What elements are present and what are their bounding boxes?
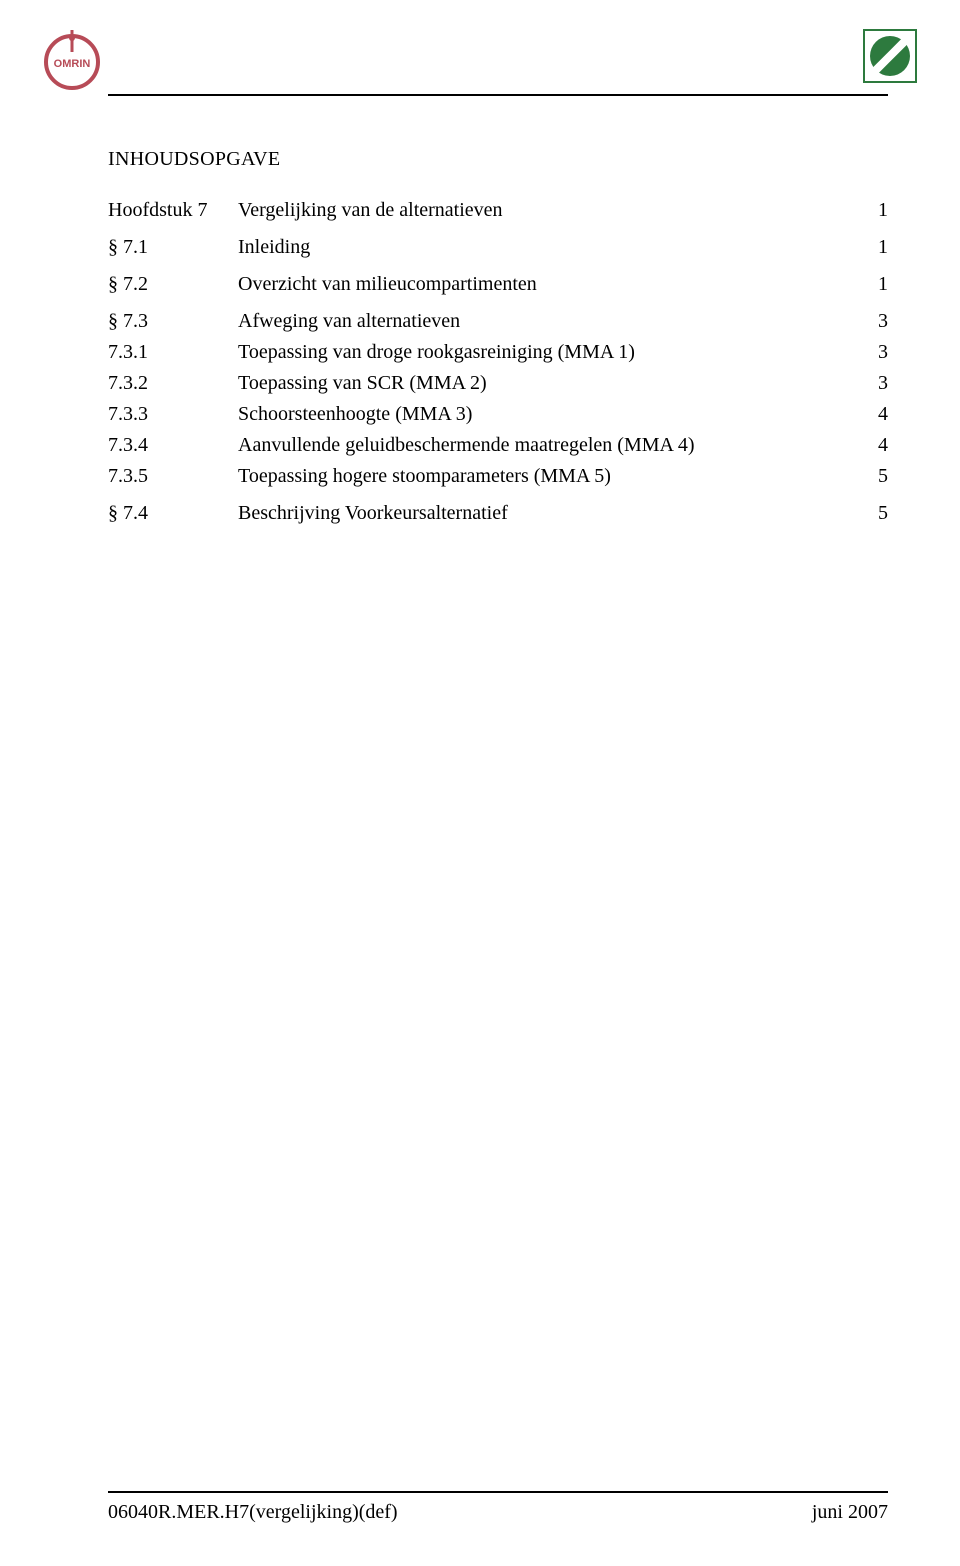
toc-page-number: 3 — [874, 337, 888, 368]
toc-page-number: 3 — [874, 306, 888, 337]
toc-text: Toepassing van SCR (MMA 2) — [238, 368, 487, 399]
toc-text: Aanvullende geluidbeschermende maatregel… — [238, 430, 695, 461]
toc-number: § 7.1 — [108, 232, 238, 263]
toc-number: § 7.4 — [108, 498, 238, 529]
toc-row: 7.3.1Toepassing van droge rookgasreinigi… — [108, 337, 888, 368]
toc-number: 7.3.2 — [108, 368, 238, 399]
toc-row: § 7.4Beschrijving Voorkeursalternatief 5 — [108, 498, 888, 529]
toc-text: Toepassing hogere stoomparameters (MMA 5… — [238, 461, 611, 492]
toc-text: Beschrijving Voorkeursalternatief — [238, 498, 508, 529]
footer-right: juni 2007 — [812, 1501, 888, 1524]
toc-container: Hoofdstuk 7Vergelijking van de alternati… — [108, 195, 888, 529]
toc-row: § 7.3Afweging van alternatieven 3 — [108, 306, 888, 337]
toc-number: Hoofdstuk 7 — [108, 195, 238, 226]
green-circle-logo — [862, 28, 918, 89]
toc-text: Inleiding — [238, 232, 310, 263]
toc-row: Hoofdstuk 7Vergelijking van de alternati… — [108, 195, 888, 226]
toc-row: 7.3.2Toepassing van SCR (MMA 2) 3 — [108, 368, 888, 399]
toc-number: 7.3.5 — [108, 461, 238, 492]
toc-text: Afweging van alternatieven — [238, 306, 460, 337]
omrin-logo-text: OMRIN — [54, 58, 91, 70]
toc-page-number: 5 — [874, 461, 888, 492]
page: OMRIN INHOUDSOPGAVE Hoofdstuk 7Vergelijk… — [0, 0, 960, 1566]
footer-rule — [108, 1491, 888, 1493]
toc-text: Vergelijking van de alternatieven — [238, 195, 503, 226]
page-header: OMRIN — [108, 36, 888, 106]
toc-row: § 7.1Inleiding 1 — [108, 232, 888, 263]
toc-text: Overzicht van milieucompartimenten — [238, 269, 537, 300]
toc-number: § 7.3 — [108, 306, 238, 337]
omrin-logo: OMRIN — [40, 28, 104, 97]
toc-row: 7.3.3Schoorsteenhoogte (MMA 3) 4 — [108, 399, 888, 430]
toc-text: Schoorsteenhoogte (MMA 3) — [238, 399, 472, 430]
toc-text: Toepassing van droge rookgasreiniging (M… — [238, 337, 635, 368]
toc-page-number: 3 — [874, 368, 888, 399]
toc-page-number: 1 — [874, 269, 888, 300]
toc-page-number: 1 — [874, 232, 888, 263]
toc-row: 7.3.5Toepassing hogere stoomparameters (… — [108, 461, 888, 492]
toc-number: 7.3.3 — [108, 399, 238, 430]
page-footer: 06040R.MER.H7(vergelijking)(def) juni 20… — [108, 1491, 888, 1524]
toc-row: § 7.2Overzicht van milieucompartimenten 1 — [108, 269, 888, 300]
toc-number: 7.3.4 — [108, 430, 238, 461]
toc-page-number: 4 — [874, 430, 888, 461]
footer-row: 06040R.MER.H7(vergelijking)(def) juni 20… — [108, 1501, 888, 1524]
content: INHOUDSOPGAVE Hoofdstuk 7Vergelijking va… — [108, 106, 888, 529]
toc-number: 7.3.1 — [108, 337, 238, 368]
toc-page-number: 4 — [874, 399, 888, 430]
toc-title: INHOUDSOPGAVE — [108, 148, 888, 171]
toc-page-number: 5 — [874, 498, 888, 529]
toc-number: § 7.2 — [108, 269, 238, 300]
footer-left: 06040R.MER.H7(vergelijking)(def) — [108, 1501, 398, 1524]
toc-row: 7.3.4Aanvullende geluidbeschermende maat… — [108, 430, 888, 461]
header-rule — [108, 94, 888, 96]
toc-page-number: 1 — [874, 195, 888, 226]
